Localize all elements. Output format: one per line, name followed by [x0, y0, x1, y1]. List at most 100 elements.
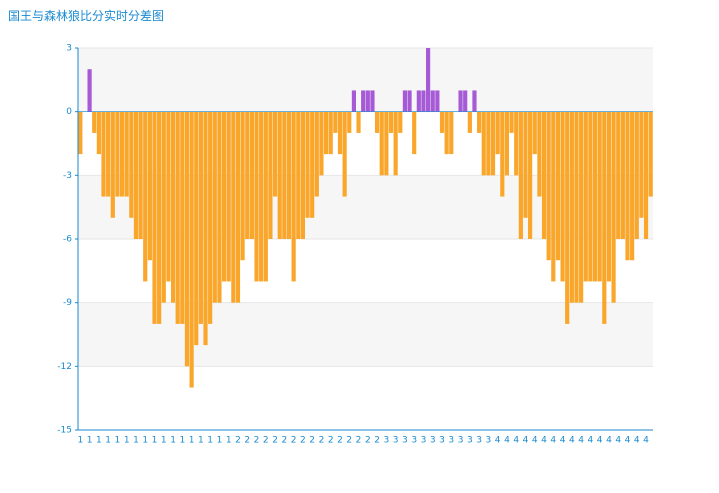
bar [384, 111, 389, 176]
bar [161, 111, 166, 303]
bar [129, 111, 134, 218]
x-tick-label: 1 [96, 436, 102, 446]
bar [101, 111, 106, 197]
bar [458, 90, 463, 112]
bar [365, 90, 370, 112]
x-tick-label: 4 [541, 436, 547, 446]
bar [625, 111, 630, 261]
bar [319, 111, 324, 176]
bar [569, 111, 574, 303]
bar [463, 90, 468, 112]
bar [648, 111, 653, 197]
bar [221, 111, 227, 282]
x-tick-label: 1 [179, 436, 185, 446]
bar [592, 111, 598, 282]
bar [416, 90, 421, 112]
x-tick-label: 1 [161, 436, 167, 446]
x-tick-label: 4 [513, 436, 519, 446]
bar [407, 90, 412, 112]
bar [240, 111, 245, 261]
x-tick-label: 4 [578, 436, 584, 446]
bar [486, 111, 491, 176]
bar [328, 111, 333, 155]
bar [430, 90, 435, 112]
x-tick-label: 3 [486, 436, 492, 446]
x-tick-label: 4 [504, 436, 510, 446]
bar [282, 111, 287, 239]
bar [602, 111, 607, 324]
bar [518, 111, 523, 239]
x-tick-label: 4 [643, 436, 649, 446]
bar [356, 111, 361, 133]
bar [597, 111, 602, 282]
bar [379, 111, 384, 176]
bar [630, 111, 635, 261]
bar [96, 111, 101, 155]
bar [541, 111, 547, 239]
x-tick-label: 1 [198, 436, 204, 446]
bar [208, 111, 213, 324]
bar [467, 111, 472, 133]
bar [119, 111, 125, 197]
bar [92, 111, 97, 133]
bar [212, 111, 217, 303]
bar [133, 111, 139, 239]
bar [495, 111, 500, 155]
x-tick-label: 4 [550, 436, 556, 446]
bar [180, 111, 185, 324]
bar [106, 111, 111, 197]
bar [254, 111, 259, 282]
bar [166, 111, 171, 282]
x-tick-label: 4 [523, 436, 529, 446]
x-tick-label: 4 [532, 436, 538, 446]
bar [78, 111, 83, 155]
x-tick-label: 4 [597, 436, 603, 446]
x-tick-label: 4 [495, 436, 501, 446]
x-tick-label: 2 [309, 436, 315, 446]
bar [147, 111, 152, 261]
x-tick-label: 3 [467, 436, 473, 446]
bar [643, 111, 649, 239]
x-tick-label: 2 [291, 436, 297, 446]
bar [194, 111, 199, 346]
x-tick-label: 2 [337, 436, 343, 446]
bar [259, 111, 264, 282]
bar [439, 111, 445, 133]
bar [342, 111, 347, 197]
bar [500, 111, 505, 197]
bar [393, 111, 398, 176]
x-tick-label: 1 [152, 436, 158, 446]
bar [634, 111, 639, 239]
grid-band [78, 302, 653, 367]
x-tick-label: 3 [421, 436, 427, 446]
bar [528, 111, 533, 239]
y-tick-label: 0 [66, 107, 72, 117]
bar [402, 90, 408, 112]
bar [152, 111, 157, 324]
y-tick-label: 3 [66, 44, 72, 54]
x-tick-label: 3 [430, 436, 436, 446]
x-tick-label: 1 [133, 436, 139, 446]
bar [323, 111, 329, 155]
x-tick-label: 2 [254, 436, 260, 446]
x-tick-label: 3 [448, 436, 454, 446]
bar [616, 111, 621, 239]
bar [611, 111, 616, 303]
x-tick-label: 2 [319, 436, 325, 446]
bar [514, 111, 519, 176]
bar [551, 111, 556, 282]
y-tick-label: -9 [63, 298, 72, 308]
x-tick-label: 1 [189, 436, 195, 446]
bar [351, 90, 356, 112]
x-tick-label: 2 [244, 436, 250, 446]
x-tick-label: 3 [402, 436, 408, 446]
x-tick-label: 3 [383, 436, 389, 446]
x-tick-label: 2 [365, 436, 371, 446]
x-tick-label: 4 [625, 436, 631, 446]
bar [157, 111, 162, 324]
bar [546, 111, 551, 261]
bar [639, 111, 644, 218]
x-tick-label: 1 [77, 436, 83, 446]
bar [231, 111, 236, 303]
